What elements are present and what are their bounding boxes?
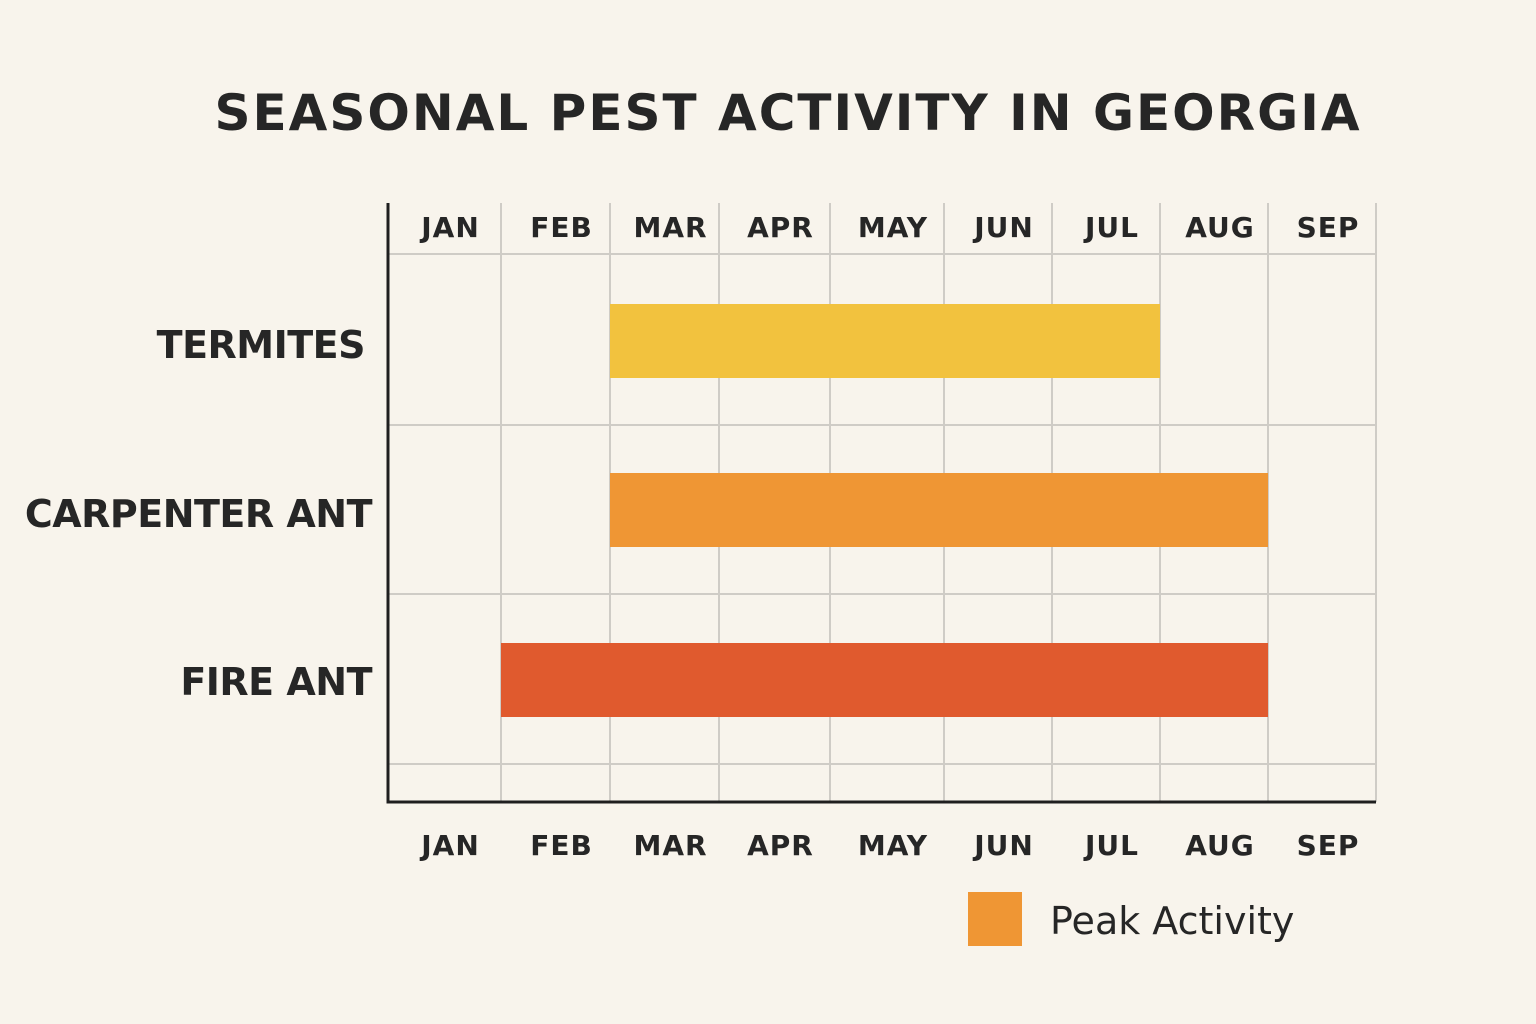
bottom-month-label: APR <box>747 829 814 862</box>
bottom-month-labels: JAN FEB MAR APR MAY JUN JUL AUG SEP <box>419 829 1360 862</box>
top-month-labels: JAN FEB MAR APR MAY JUN JUL AUG SEP <box>419 211 1360 244</box>
bottom-month-label: SEP <box>1297 829 1360 862</box>
chart-title: SEASONAL PEST ACTIVITY IN GEORGIA <box>214 84 1361 142</box>
bottom-month-label: JAN <box>419 829 480 862</box>
category-label: FIRE ANT <box>180 660 372 704</box>
top-month-label: SEP <box>1297 211 1360 244</box>
category-label: TERMITES <box>157 323 365 367</box>
bar-fire-ant <box>501 643 1268 717</box>
top-month-label: APR <box>747 211 814 244</box>
category-labels: TERMITES CARPENTER ANT FIRE ANT <box>25 323 373 704</box>
bar-termites <box>610 304 1160 378</box>
bottom-month-label: JUL <box>1083 829 1139 862</box>
axes <box>386 203 1376 804</box>
bottom-month-label: JUN <box>972 829 1034 862</box>
activity-bars <box>501 304 1268 717</box>
bottom-month-label: MAY <box>858 829 928 862</box>
legend-label: Peak Activity <box>1050 899 1294 943</box>
category-label: CARPENTER ANT <box>25 492 373 536</box>
top-month-label: MAY <box>858 211 928 244</box>
legend-swatch <box>968 892 1022 946</box>
top-month-label: AUG <box>1185 211 1255 244</box>
top-month-label: FEB <box>530 211 593 244</box>
bottom-month-label: AUG <box>1185 829 1255 862</box>
bar-carpenter-ant <box>610 473 1268 547</box>
legend: Peak Activity <box>968 892 1294 946</box>
top-month-label: JUL <box>1083 211 1139 244</box>
top-month-label: MAR <box>633 211 707 244</box>
bottom-month-label: MAR <box>633 829 707 862</box>
top-month-label: JUN <box>972 211 1034 244</box>
top-month-label: JAN <box>419 211 480 244</box>
bottom-month-label: FEB <box>530 829 593 862</box>
